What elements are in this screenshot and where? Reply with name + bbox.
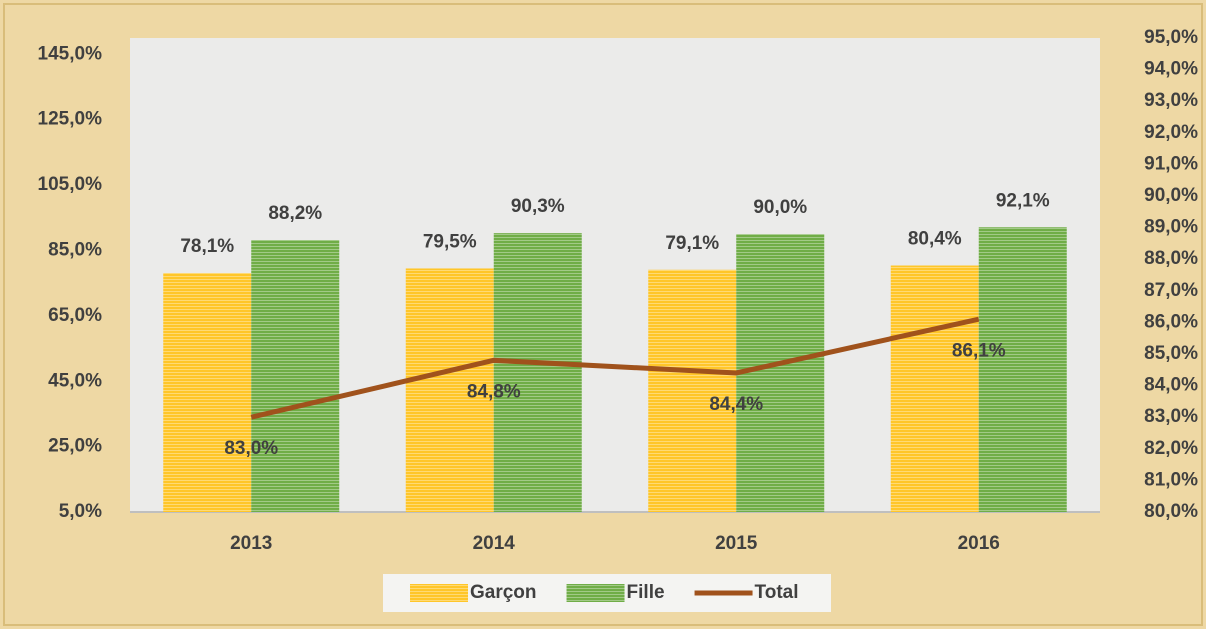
- bar-label: 79,5%: [423, 231, 477, 252]
- y2-tick-label: 93,0%: [1144, 90, 1198, 111]
- bar: [251, 240, 340, 512]
- bar: [736, 234, 825, 512]
- y2-tick-label: 85,0%: [1144, 343, 1198, 364]
- frame: [3, 3, 1203, 626]
- y2-tick-label: 82,0%: [1144, 438, 1198, 459]
- legend-label: Garçon: [470, 582, 537, 603]
- bar-label: 80,4%: [908, 229, 962, 250]
- y2-tick-label: 90,0%: [1144, 185, 1198, 206]
- legend-swatch: [566, 584, 625, 602]
- line-label: 86,1%: [952, 340, 1006, 361]
- bar: [493, 233, 582, 513]
- y-tick-label: 5,0%: [59, 501, 102, 522]
- y-tick-label: 65,0%: [48, 305, 102, 326]
- y2-tick-label: 83,0%: [1144, 406, 1198, 427]
- bar: [890, 265, 979, 512]
- legend-label: Total: [755, 582, 799, 603]
- line-label: 84,4%: [709, 394, 763, 415]
- bar: [978, 227, 1067, 512]
- x-tick-label: 2014: [473, 533, 516, 554]
- y2-tick-label: 84,0%: [1144, 375, 1198, 396]
- y2-tick-label: 89,0%: [1144, 217, 1198, 238]
- y2-tick-label: 94,0%: [1144, 59, 1198, 80]
- bar-label: 90,0%: [753, 197, 807, 218]
- y2-tick-label: 92,0%: [1144, 122, 1198, 143]
- y2-tick-label: 87,0%: [1144, 280, 1198, 301]
- bar-label: 90,3%: [511, 196, 565, 217]
- bar-label: 88,2%: [268, 203, 322, 224]
- bar: [405, 268, 494, 512]
- bar-label: 78,1%: [180, 236, 234, 257]
- x-tick-label: 2013: [230, 533, 272, 554]
- y-tick-label: 45,0%: [48, 370, 102, 391]
- y-tick-label: 25,0%: [48, 436, 102, 457]
- bar: [163, 273, 252, 512]
- y-tick-label: 85,0%: [48, 239, 102, 260]
- bar-label: 92,1%: [996, 190, 1050, 211]
- x-tick-label: 2016: [958, 533, 1000, 554]
- y2-tick-label: 88,0%: [1144, 248, 1198, 269]
- y2-tick-label: 80,0%: [1144, 501, 1198, 522]
- bar: [648, 269, 737, 512]
- legend-label: Fille: [627, 582, 665, 603]
- line-label: 83,0%: [224, 438, 278, 459]
- x-tick-label: 2015: [715, 533, 758, 554]
- y-tick-label: 105,0%: [38, 174, 103, 195]
- y-tick-label: 125,0%: [38, 109, 103, 130]
- y2-tick-label: 86,0%: [1144, 311, 1198, 332]
- y2-tick-label: 95,0%: [1144, 27, 1198, 48]
- y2-tick-label: 81,0%: [1144, 469, 1198, 490]
- line-label: 84,8%: [467, 381, 521, 402]
- y2-tick-label: 91,0%: [1144, 153, 1198, 174]
- bar-label: 79,1%: [665, 233, 719, 254]
- line: [250, 316, 980, 420]
- legend-swatch: [410, 584, 468, 602]
- y-tick-label: 145,0%: [38, 43, 103, 64]
